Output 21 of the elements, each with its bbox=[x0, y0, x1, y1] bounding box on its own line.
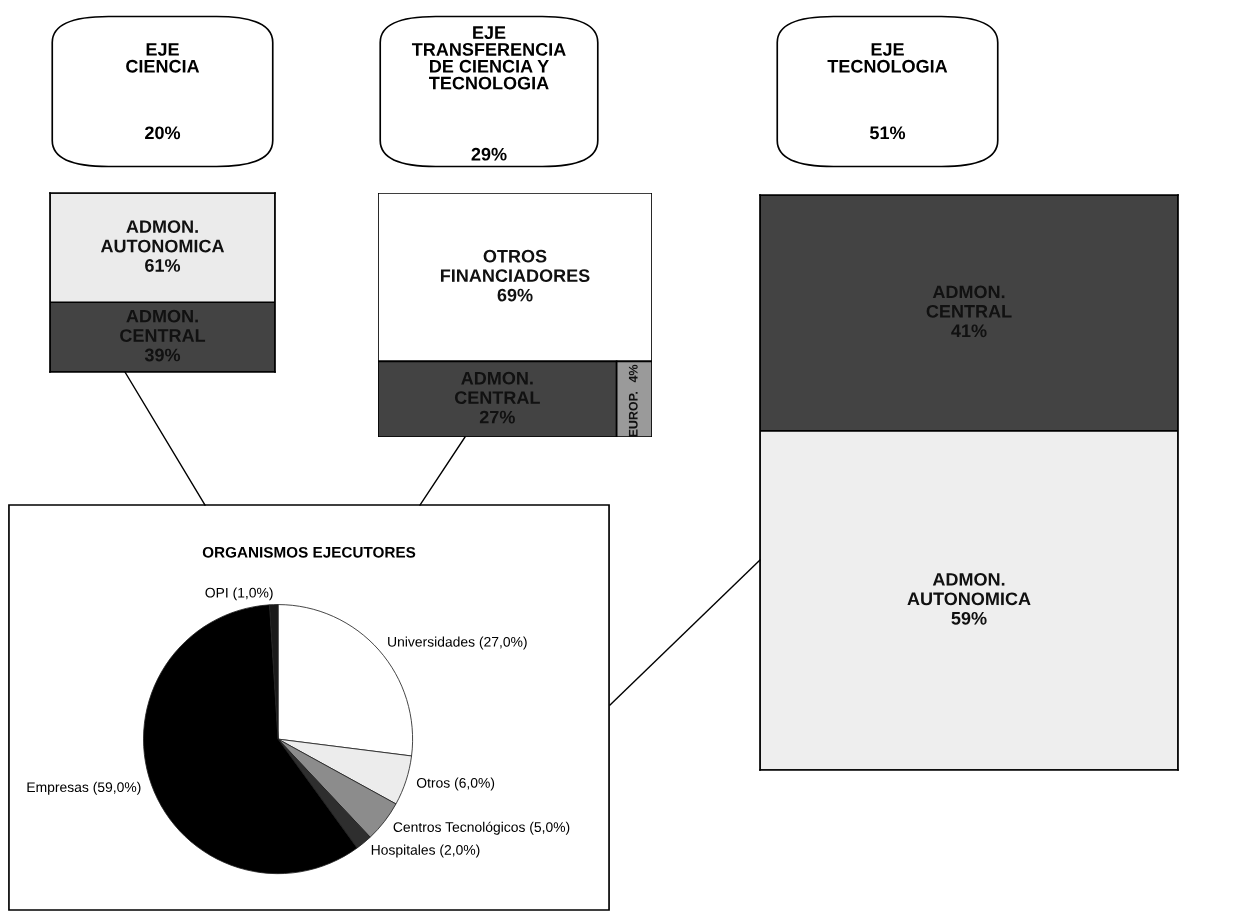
data-label: 4% bbox=[628, 364, 638, 383]
series-label: ADMON. AUTONOMICA bbox=[100, 220, 225, 253]
data-label: 69% bbox=[497, 288, 533, 302]
slice-label: Otros (6,0%) bbox=[416, 777, 495, 791]
slice-label: Empresas (59,0%) bbox=[27, 781, 141, 795]
slice-label: Universidades (27,0%) bbox=[388, 636, 527, 650]
text: 29% bbox=[471, 147, 507, 161]
text: EJE TECNOLOGIA bbox=[827, 43, 948, 73]
chart-title: ORGANISMOS EJECUTORES bbox=[202, 546, 416, 558]
data-label: 61% bbox=[145, 259, 181, 272]
text: EJE TRANSFERENCIA DE CIENCIA Y TECNOLOGIA bbox=[411, 26, 566, 90]
text: EJE CIENCIA bbox=[126, 43, 200, 73]
series-label: ADMON. AUTONOMICA bbox=[907, 572, 1031, 606]
slice-label: Centros Tecnológicos (5,0%) bbox=[393, 821, 570, 835]
category-label: EUROP. bbox=[628, 392, 638, 437]
text: 20% bbox=[145, 126, 181, 140]
text: 51% bbox=[869, 126, 906, 140]
category-label: OTROS FINANCIADORES bbox=[440, 249, 590, 283]
slice-label: Hospitales (2,0%) bbox=[371, 844, 480, 858]
slice-label: OPI (1,0%) bbox=[205, 587, 273, 601]
data-label: 59% bbox=[951, 611, 987, 625]
